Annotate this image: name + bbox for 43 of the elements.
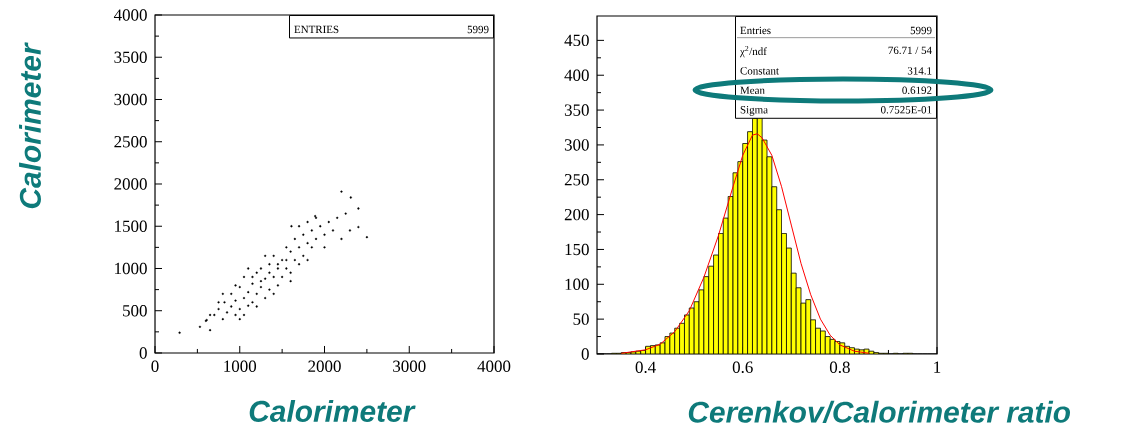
y-tick-label: 3500	[114, 51, 147, 63]
x-tick-label: 0.4	[635, 361, 656, 373]
x-tick-label: 3000	[393, 360, 426, 372]
y-tick-label: 450	[564, 34, 589, 47]
annotation: 5999	[910, 26, 932, 35]
annotation: 0.6192	[902, 86, 932, 95]
y-tick-label: 50	[573, 313, 589, 325]
y-tick-label: 200	[564, 208, 589, 221]
y-tick-label: 0	[581, 348, 589, 360]
y-tick-label: 300	[564, 139, 589, 151]
annotation: 5999	[467, 25, 489, 34]
y-tick-label: 150	[565, 243, 589, 256]
annotation: Constant	[740, 67, 779, 75]
y-tick-label: 500	[123, 305, 147, 317]
y-axis-title: Calorimeter	[19, 42, 41, 209]
y-tick-label: 250	[564, 174, 589, 186]
y-tick-label: 400	[564, 69, 589, 81]
annotation: ENTRIES	[294, 25, 339, 34]
y-tick-label: 2000	[114, 178, 147, 190]
y-tick-label: 2500	[114, 136, 147, 148]
x-tick-label: 0	[151, 360, 159, 372]
annotation: 0.7525E-01	[880, 106, 932, 114]
x-tick-label: 1	[934, 361, 941, 373]
y-tick-label: 1500	[115, 220, 147, 232]
x-axis-title: Calorimeter	[249, 400, 416, 422]
x-tick-label: 0.8	[829, 361, 850, 373]
y-tick-label: 0	[139, 347, 147, 359]
annotation: 76.71 / 54	[888, 46, 932, 55]
x-axis-title: Cerenkov/Calorimeter ratio	[688, 400, 1071, 424]
annotation: Sigma	[740, 106, 768, 116]
y-tick-label: 100	[565, 278, 589, 291]
y-tick-label: 4000	[113, 9, 147, 21]
y-tick-label: 3000	[114, 93, 147, 106]
y-tick-label: 1000	[115, 262, 147, 275]
x-tick-label: 1000	[224, 360, 257, 372]
annotation: Entries	[740, 26, 771, 35]
x-tick-label: 4000	[477, 360, 511, 372]
annotation: Mean	[740, 86, 765, 94]
x-tick-label: 0.6	[732, 361, 753, 373]
y-tick-label: 350	[564, 104, 589, 116]
annotation: χ$^{2}$/ndf	[740, 45, 767, 58]
x-tick-label: 2000	[308, 360, 341, 372]
annotation: 314.1	[907, 67, 932, 75]
